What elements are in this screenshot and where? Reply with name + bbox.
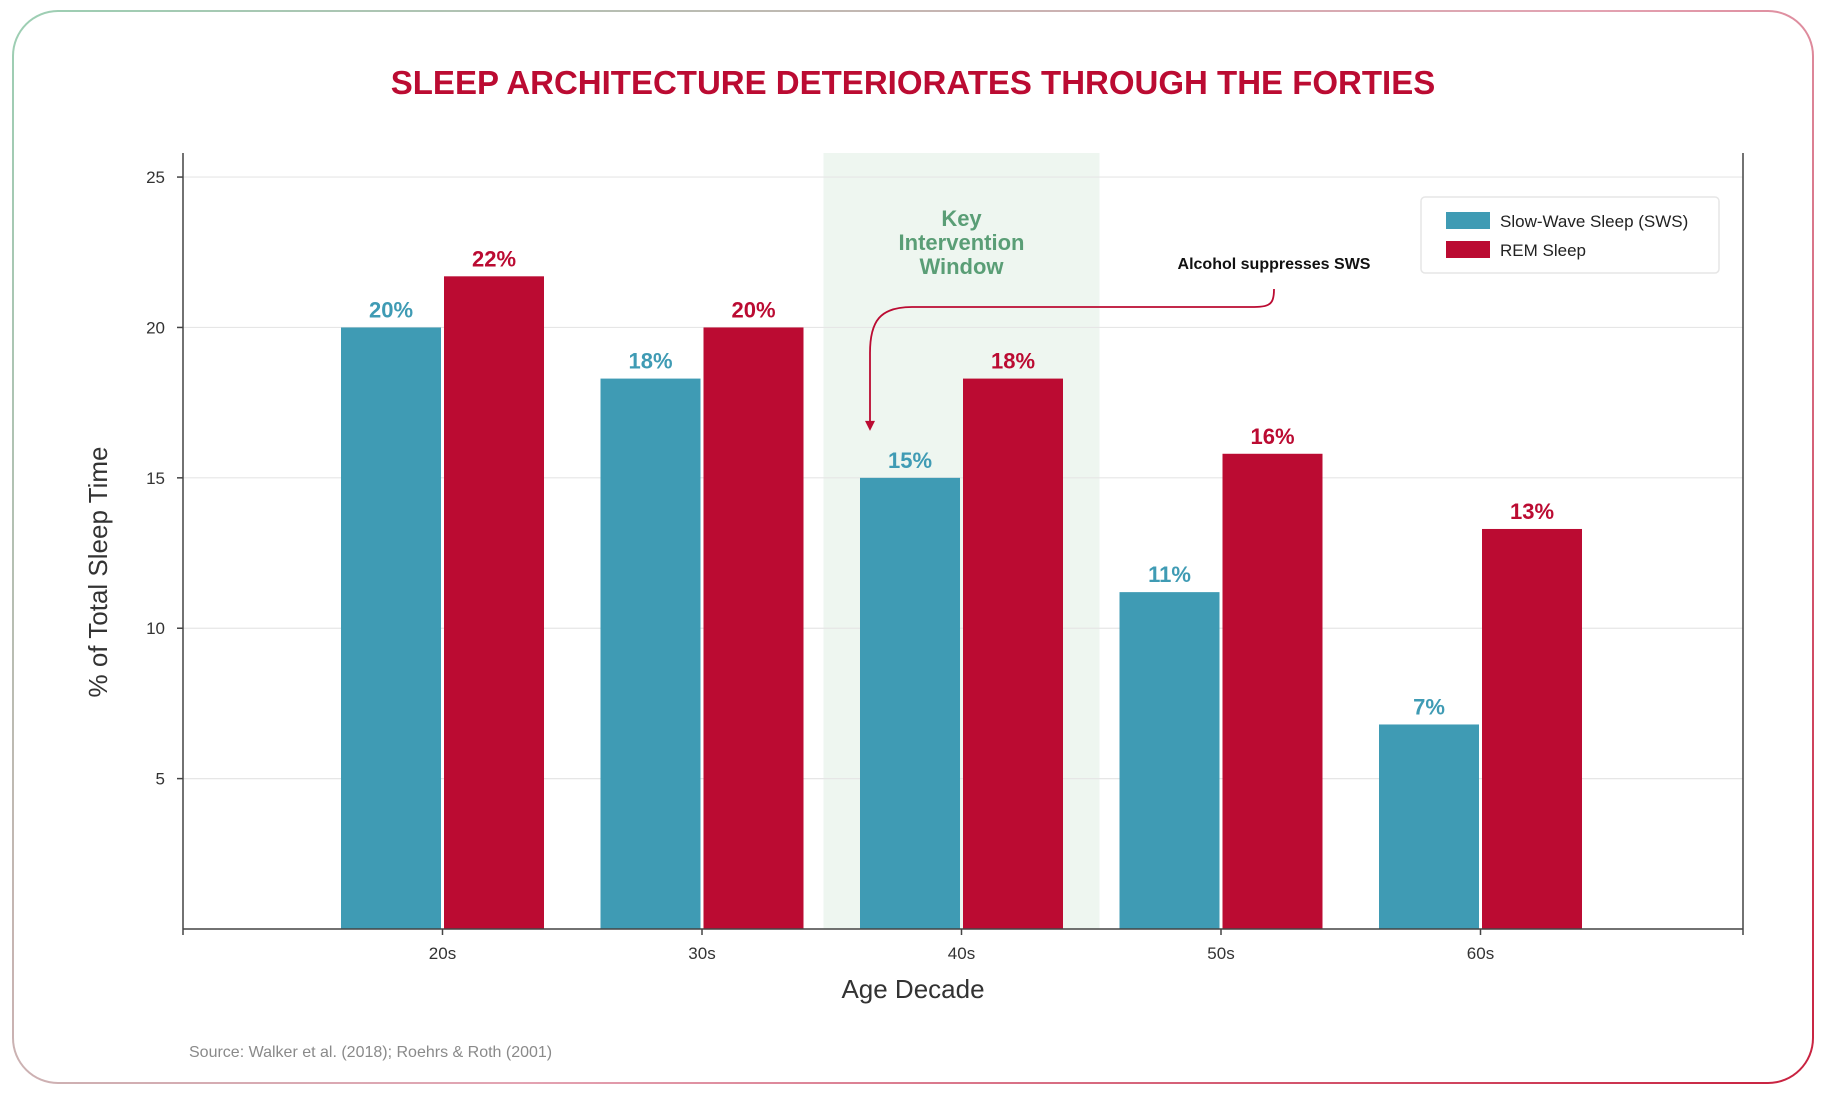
value-label-sws-20s: 20%: [369, 297, 413, 322]
annotation-label: Alcohol suppresses SWS: [1178, 256, 1371, 273]
value-label-rem-20s: 22%: [472, 246, 516, 271]
bar-sws-30s: [600, 378, 701, 929]
bar-sws-50s: [1119, 592, 1220, 929]
bar-sws-60s: [1379, 724, 1479, 929]
legend-label-sws: Slow-Wave Sleep (SWS): [1500, 212, 1688, 231]
value-label-rem-30s: 20%: [731, 297, 775, 322]
x-tick-label: 50s: [1207, 944, 1234, 963]
bar-rem-30s: [703, 327, 804, 930]
value-label-sws-50s: 11%: [1148, 562, 1191, 587]
bar-rem-60s: [1482, 528, 1582, 929]
source-note: Source: Walker et al. (2018); Roehrs & R…: [189, 1044, 552, 1061]
bar-sws-40s: [860, 477, 960, 929]
x-tick-label: 30s: [688, 944, 715, 963]
y-tick-label: 15: [146, 469, 165, 488]
x-axis-label: Age Decade: [841, 974, 984, 1004]
y-tick-label: 20: [146, 318, 165, 337]
chart-title: SLEEP ARCHITECTURE DETERIORATES THROUGH …: [391, 64, 1435, 101]
y-axis-label: % of Total Sleep Time: [83, 447, 113, 698]
key-intervention-window-label: Key: [941, 206, 982, 231]
annotation-arrow-line: [869, 288, 1275, 428]
value-label-sws-60s: 7%: [1413, 694, 1445, 719]
legend-swatch-sws: [1446, 212, 1490, 229]
legend: Slow-Wave Sleep (SWS) REM Sleep: [1420, 196, 1720, 274]
bar-sws-20s: [341, 327, 441, 930]
x-tick-label: 60s: [1467, 944, 1494, 963]
bar-rem-50s: [1222, 453, 1323, 929]
value-label-sws-40s: 15%: [888, 448, 932, 473]
value-label-rem-40s: 18%: [991, 349, 1035, 374]
legend-swatch-rem: [1446, 241, 1490, 258]
x-tick-label: 20s: [429, 944, 456, 963]
legend-box: [1420, 196, 1720, 274]
key-intervention-window-label: Intervention: [899, 230, 1025, 255]
annotation-arrow-head: [865, 420, 875, 431]
x-tick-label: 40s: [948, 944, 975, 963]
legend-label-rem: REM Sleep: [1500, 241, 1586, 260]
bar-rem-20s: [444, 276, 544, 929]
y-tick-label: 10: [146, 619, 165, 638]
value-label-sws-30s: 18%: [628, 349, 672, 374]
y-tick-label: 5: [156, 770, 165, 789]
key-intervention-window-label: Window: [919, 254, 1004, 279]
value-label-rem-50s: 16%: [1250, 424, 1294, 449]
value-label-rem-60s: 13%: [1510, 499, 1554, 524]
y-tick-label: 25: [146, 168, 165, 187]
bar-rem-40s: [963, 378, 1063, 929]
